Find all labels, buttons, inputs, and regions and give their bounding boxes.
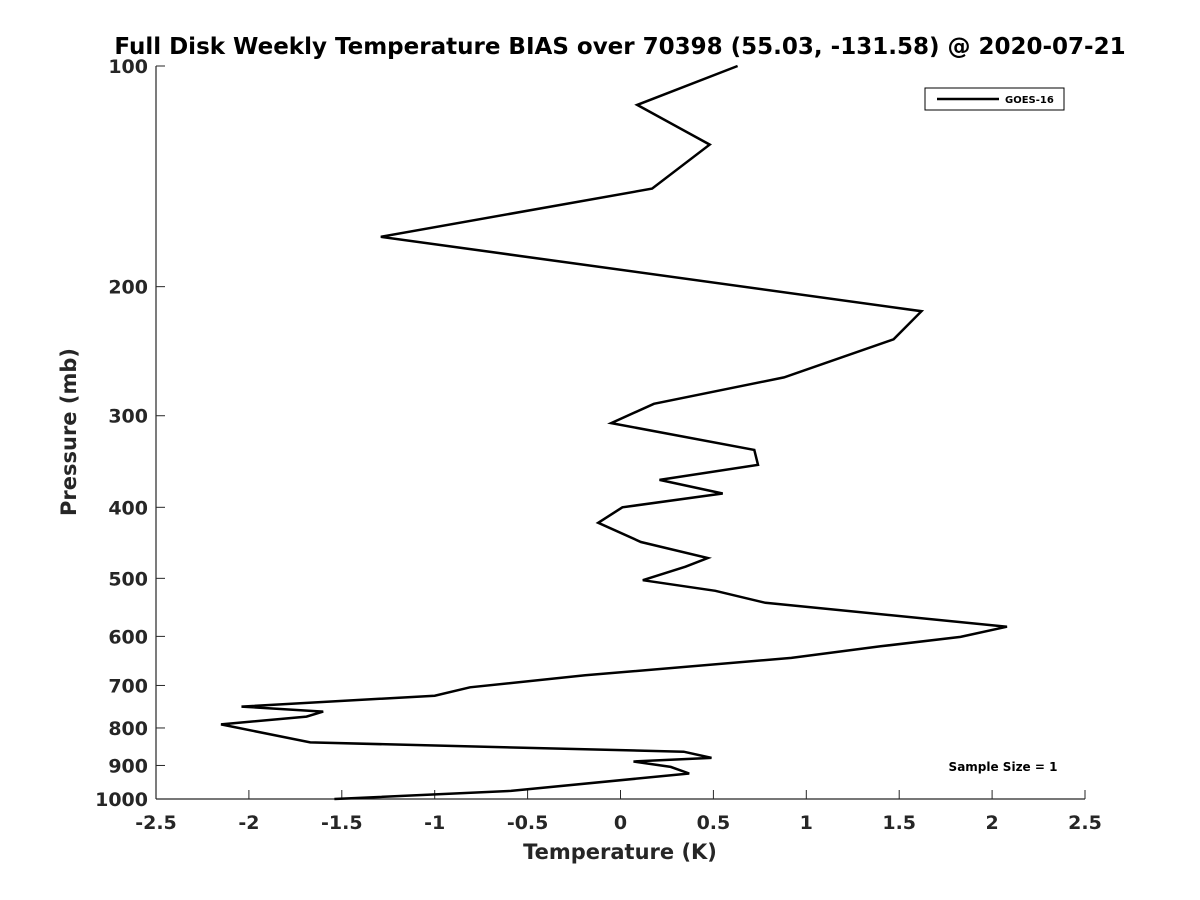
y-tick-label: 500: [108, 568, 148, 590]
y-axis-label: Pressure (mb): [57, 348, 81, 516]
x-tick-label: -1.5: [321, 812, 363, 834]
y-tick-label: 800: [108, 718, 148, 740]
y-tick-label: 600: [108, 626, 148, 648]
series-lines: [220, 64, 1008, 801]
x-tick-label: -0.5: [507, 812, 549, 834]
y-tick-label: 300: [108, 406, 148, 428]
y-tick-label: 100: [108, 56, 148, 78]
y-tick-label: 400: [108, 497, 148, 519]
axes: [155, 66, 1085, 800]
x-tick-label: 1: [800, 812, 813, 834]
x-tick-label: -2.5: [135, 812, 177, 834]
x-tick-label: 2.5: [1068, 812, 1102, 834]
y-tick-label: 700: [108, 675, 148, 697]
y-tick-label: 200: [108, 277, 148, 299]
x-tick-label: 0: [614, 812, 627, 834]
y-tick-label: 1000: [95, 789, 148, 811]
legend-entry-goes-16: GOES-16: [1005, 95, 1054, 106]
x-tick-label: 0.5: [697, 812, 731, 834]
x-tick-label: 2: [985, 812, 998, 834]
x-tick-label: 1.5: [882, 812, 916, 834]
y-tick-label: 900: [108, 755, 148, 777]
series-line-goes-16: [220, 64, 1008, 801]
legend: GOES-16: [924, 87, 1065, 111]
chart-title: Full Disk Weekly Temperature BIAS over 7…: [114, 34, 1125, 60]
sample-size-annotation: Sample Size = 1: [949, 760, 1058, 774]
x-tick-label: -1: [424, 812, 445, 834]
tick-labels: -2.5 -2 -1.5 -1 -0.5 0 0.5 1 1.5 2 2.5 100 200 300 400…: [95, 56, 1102, 834]
x-tick-label: -2: [238, 812, 259, 834]
x-axis-label: Temperature (K): [523, 840, 717, 864]
